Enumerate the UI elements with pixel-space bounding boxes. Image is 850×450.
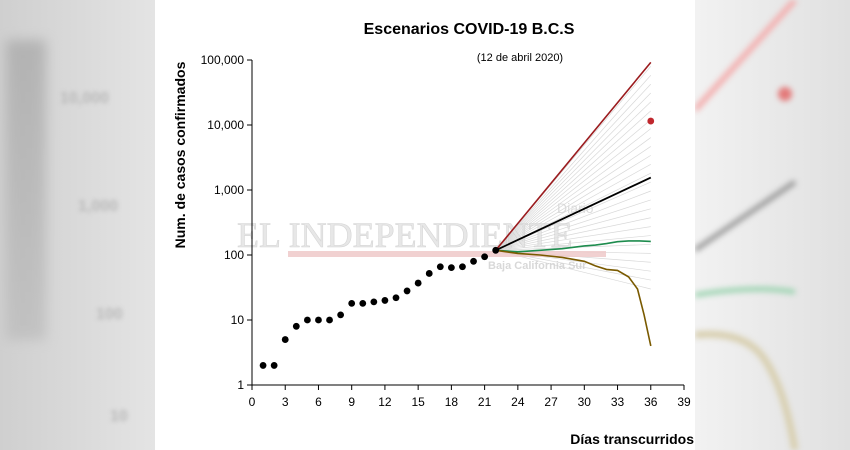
observed-point xyxy=(392,294,400,302)
x-tick-label: 36 xyxy=(644,395,658,409)
observed-point xyxy=(259,362,267,369)
observed-point xyxy=(326,316,333,324)
observed-points xyxy=(259,246,500,369)
fan-line xyxy=(495,208,651,251)
x-axis-label: Días transcurridos xyxy=(570,431,694,447)
observed-point xyxy=(370,298,378,306)
observed-point xyxy=(281,336,289,343)
fan-line xyxy=(495,146,651,251)
x-tick-label: 27 xyxy=(544,395,558,409)
scenario-line-exponential xyxy=(495,61,652,251)
watermark-subtext: Baja California Sur xyxy=(488,260,587,272)
x-tick-label: 33 xyxy=(611,395,625,409)
fan-line xyxy=(495,199,651,251)
x-ticks: 0 3 6 9 12 15 18 21 24 27 30 33 36 39 xyxy=(249,385,691,409)
observed-point xyxy=(436,263,444,271)
blurred-tick-label: 10,000 xyxy=(60,90,109,107)
fan-line xyxy=(495,119,651,251)
observed-point xyxy=(292,322,300,330)
blurred-tick-label: 10 xyxy=(110,408,128,425)
y-tick-label: 100 xyxy=(224,248,244,262)
observed-point xyxy=(381,297,389,304)
scenario-line-decline xyxy=(495,249,652,347)
fan-line xyxy=(495,83,652,251)
y-ticks: 1 10 100 1,000 10,000 100,000 xyxy=(201,53,252,392)
x-tick-label: 12 xyxy=(378,395,392,409)
fan-line xyxy=(495,190,651,251)
y-tick-label: 1,000 xyxy=(214,183,244,197)
scenario-lines xyxy=(495,61,652,347)
watermark-bar xyxy=(288,251,606,257)
fan-line xyxy=(495,110,652,251)
scenario-fan xyxy=(495,66,652,290)
chart-svg: Escenarios COVID-19 B.C.S (12 de abril 2… xyxy=(172,21,694,447)
x-tick-label: 15 xyxy=(411,395,425,409)
y-tick-label: 1 xyxy=(237,378,244,392)
observed-point xyxy=(425,270,433,277)
x-tick-label: 9 xyxy=(348,395,355,409)
observed-point xyxy=(481,253,489,261)
observed-point xyxy=(315,316,322,324)
chart-card: Escenarios COVID-19 B.C.S (12 de abril 2… xyxy=(155,0,695,450)
observed-point xyxy=(403,287,411,295)
scenario-marker xyxy=(647,117,655,125)
fan-line xyxy=(495,226,651,251)
y-tick-label: 10,000 xyxy=(207,118,244,132)
x-tick-label: 0 xyxy=(249,395,256,409)
y-axis-label: Num. de casos confirmados xyxy=(172,61,188,248)
chart-title: Escenarios COVID-19 B.C.S xyxy=(364,21,575,38)
scenario-line-central xyxy=(495,176,652,252)
axes xyxy=(251,60,684,386)
observed-point xyxy=(414,279,422,287)
fan-line xyxy=(495,74,652,251)
watermark-brand: EL INDEPENDIENTE xyxy=(237,215,573,255)
observed-point xyxy=(337,311,345,319)
observed-point xyxy=(270,362,278,369)
watermark-top-right: Diario xyxy=(557,200,594,216)
blurred-background-left: 10,000 1,000 100 10 xyxy=(0,0,155,450)
blurred-axis-title xyxy=(6,40,46,340)
y-tick-label: 10 xyxy=(231,313,245,327)
fan-line xyxy=(495,235,651,251)
x-tick-label: 21 xyxy=(478,395,492,409)
x-tick-label: 24 xyxy=(511,395,525,409)
x-tick-label: 3 xyxy=(282,395,289,409)
watermark: EL INDEPENDIENTE Diario Baja California … xyxy=(237,200,606,272)
observed-point xyxy=(492,246,500,254)
observed-point xyxy=(359,300,367,307)
blurred-background-right xyxy=(695,0,850,450)
scenario-marker-point xyxy=(647,117,655,125)
observed-point xyxy=(447,264,455,271)
fan-line xyxy=(495,101,652,251)
x-tick-label: 6 xyxy=(315,395,322,409)
fan-line xyxy=(495,163,651,251)
observed-point xyxy=(470,257,477,265)
fan-line xyxy=(495,92,652,251)
fan-line xyxy=(495,217,651,251)
x-tick-label: 39 xyxy=(677,395,691,409)
blurred-tick-label: 100 xyxy=(96,306,123,323)
fan-line xyxy=(495,137,651,251)
fan-line xyxy=(495,128,651,251)
observed-point xyxy=(348,300,356,307)
observed-point xyxy=(459,263,466,271)
y-tick-label: 100,000 xyxy=(201,53,245,67)
blurred-tick-label: 1,000 xyxy=(78,198,119,215)
x-tick-label: 30 xyxy=(578,395,592,409)
fan-line xyxy=(495,155,651,251)
scenario-line-green xyxy=(495,240,651,253)
x-tick-label: 18 xyxy=(445,395,459,409)
chart-subtitle: (12 de abril 2020) xyxy=(477,52,563,64)
observed-point xyxy=(303,316,311,324)
